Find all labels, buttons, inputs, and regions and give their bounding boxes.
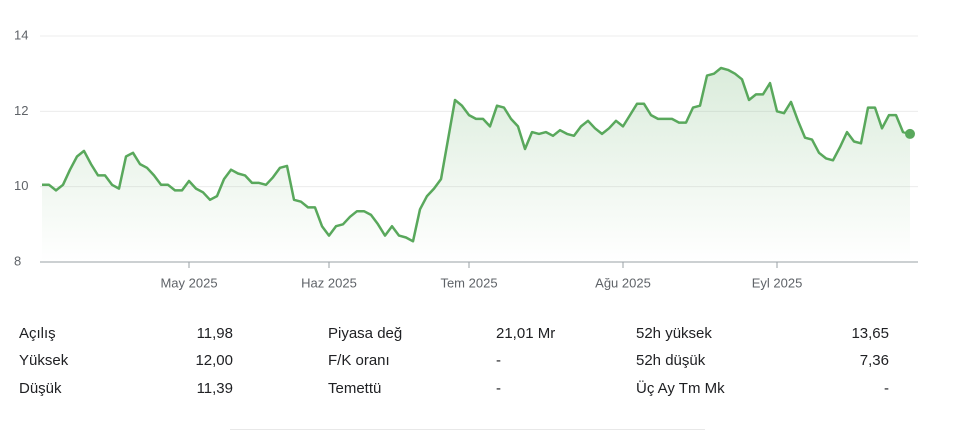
stat-label: Piyasa değ (328, 325, 403, 342)
x-tick-label: May 2025 (160, 275, 217, 290)
stat-label: Açılış (19, 325, 56, 342)
y-tick-label: 12 (14, 103, 28, 118)
chart: 8 10 12 14 May 2025 Haz 2025 Tem 2025 Ağu 2025 E… (14, 27, 918, 290)
x-tick-label: Tem 2025 (440, 275, 497, 290)
stat-value: - (884, 380, 889, 397)
stat-value: 21,01 Mr (496, 325, 556, 342)
price-line (42, 66, 911, 243)
divider (230, 429, 705, 430)
last-point (905, 128, 915, 139)
x-tick-label: Ağu 2025 (595, 275, 651, 290)
stat-label: Temettü (328, 380, 382, 397)
stat-value: 12,00 (195, 352, 233, 369)
stat-value: - (496, 352, 501, 369)
stat-value: 11,98 (196, 325, 233, 342)
y-tick-label: 14 (14, 27, 28, 42)
x-tick-label: Haz 2025 (301, 275, 357, 290)
stat-label: Düşük (19, 380, 62, 397)
stat-value: 7,36 (859, 352, 889, 369)
y-tick-label: 8 (14, 253, 21, 268)
stat-value: 11,39 (196, 380, 233, 397)
stat-value: - (496, 380, 501, 397)
area (42, 68, 910, 262)
stat-label: 52h yüksek (636, 325, 712, 342)
x-tick-label: Eyl 2025 (752, 275, 803, 290)
y-tick-label: 10 (14, 178, 28, 193)
stat-label: 52h düşük (636, 352, 706, 369)
stat-label: Yüksek (19, 352, 69, 369)
stat-value: 13,65 (851, 325, 889, 342)
stat-label: F/K oranı (328, 352, 390, 369)
stat-label: Üç Ay Tm Mk (636, 380, 725, 397)
